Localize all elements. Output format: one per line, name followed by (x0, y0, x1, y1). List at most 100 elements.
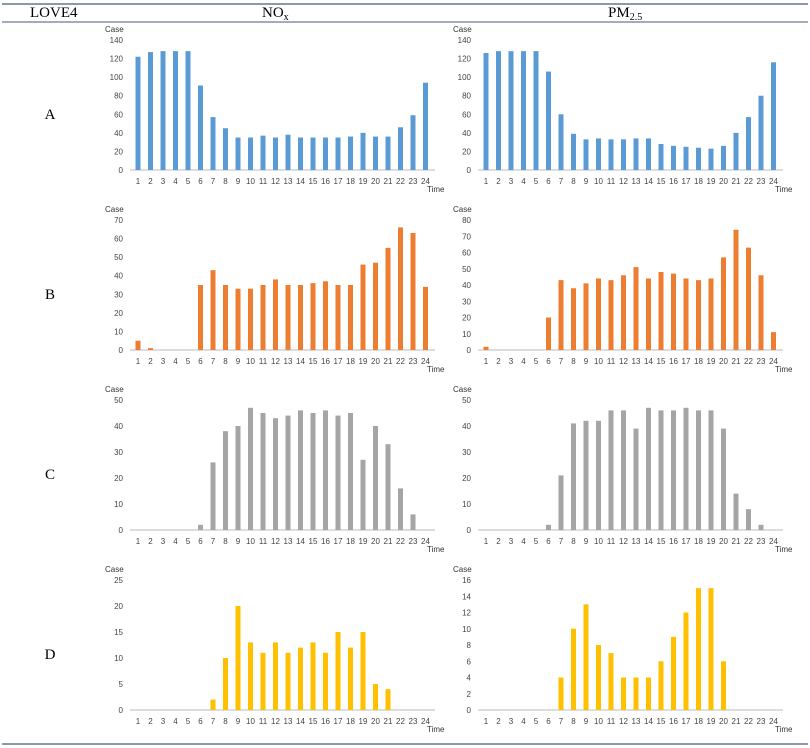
bar (496, 51, 501, 171)
bar (708, 148, 714, 170)
bar (398, 488, 403, 530)
bar (373, 262, 378, 350)
x-tick-label: 20 (719, 717, 728, 726)
y-tick-label: 120 (110, 55, 124, 64)
bar (583, 604, 589, 710)
bar (348, 285, 353, 350)
y-tick-label: 20 (114, 309, 123, 318)
x-tick-label: 2 (148, 717, 153, 726)
x-tick-label: 23 (409, 537, 418, 546)
y-tick-label: 20 (462, 474, 471, 483)
bar (546, 524, 551, 530)
x-tick-label: 1 (136, 537, 141, 546)
y-axis-title: Case (105, 25, 124, 34)
x-tick-label: 3 (509, 717, 514, 726)
x-tick-label: 4 (173, 177, 178, 186)
x-tick-label: 7 (211, 717, 216, 726)
bar (335, 632, 341, 710)
bar (646, 278, 651, 350)
x-tick-label: 4 (173, 717, 178, 726)
bar (696, 280, 701, 350)
y-axis-title: Case (453, 565, 472, 574)
bar (683, 278, 689, 350)
x-tick-label: 21 (384, 537, 393, 546)
y-axis-title: Case (105, 565, 124, 574)
y-tick-label: 15 (114, 628, 123, 637)
bar (210, 462, 216, 530)
bar (733, 493, 739, 530)
x-tick-label: 16 (321, 717, 330, 726)
bar (223, 128, 228, 170)
bar (483, 346, 489, 350)
x-tick-label: 6 (546, 177, 551, 186)
bar (210, 270, 216, 350)
header-sub: 2.5 (630, 12, 643, 23)
bar (708, 410, 714, 530)
x-tick-label: 14 (296, 357, 305, 366)
bar (235, 606, 241, 710)
x-tick-label: 2 (148, 537, 153, 546)
x-tick-label: 1 (136, 357, 141, 366)
bar (671, 636, 676, 710)
x-tick-label: 14 (296, 717, 305, 726)
bar (546, 71, 551, 170)
bar (721, 257, 726, 350)
bar (571, 423, 576, 530)
x-tick-label: 21 (384, 177, 393, 186)
bar (746, 509, 751, 530)
bar (298, 285, 303, 350)
bar (248, 407, 253, 530)
x-tick-label: 20 (719, 357, 728, 366)
y-tick-label: 0 (467, 346, 472, 355)
x-tick-label: 7 (559, 717, 564, 726)
bar (235, 426, 241, 530)
bar (633, 267, 639, 350)
y-tick-label: 60 (462, 110, 471, 119)
x-tick-label: 14 (296, 537, 305, 546)
x-tick-label: 4 (173, 357, 178, 366)
bar (273, 279, 278, 350)
x-tick-label: 24 (769, 177, 778, 186)
y-tick-label: 40 (114, 422, 123, 431)
bar (348, 136, 353, 170)
x-tick-label: 7 (211, 537, 216, 546)
x-tick-label: 6 (546, 537, 551, 546)
x-tick-label: 22 (396, 357, 405, 366)
x-tick-label: 19 (707, 357, 716, 366)
y-tick-label: 140 (110, 36, 124, 45)
x-tick-label: 6 (198, 537, 203, 546)
bar (173, 51, 178, 171)
x-tick-label: 19 (359, 357, 368, 366)
x-tick-label: 14 (644, 357, 653, 366)
x-tick-label: 7 (559, 357, 564, 366)
bar (608, 139, 614, 170)
y-tick-label: 80 (462, 216, 471, 225)
bar (658, 144, 664, 170)
bar (721, 145, 726, 170)
x-tick-label: 20 (371, 537, 380, 546)
bar (596, 420, 601, 530)
y-tick-label: 2 (467, 690, 472, 699)
bar (621, 139, 626, 170)
x-tick-label: 7 (559, 177, 564, 186)
y-tick-label: 25 (114, 576, 123, 585)
x-tick-label: 8 (223, 717, 228, 726)
y-tick-label: 70 (462, 232, 471, 241)
x-tick-label: 23 (757, 717, 766, 726)
x-tick-label: 23 (409, 357, 418, 366)
bar (410, 233, 416, 350)
x-tick-label: 17 (334, 177, 343, 186)
bar (360, 264, 366, 350)
x-tick-label: 15 (657, 537, 666, 546)
bar (571, 133, 576, 170)
x-tick-label: 20 (719, 537, 728, 546)
bar (210, 699, 216, 710)
x-tick-label: 5 (186, 537, 191, 546)
bar (298, 647, 303, 710)
bar (558, 280, 564, 350)
x-tick-label: 15 (309, 177, 318, 186)
x-tick-label: 6 (546, 717, 551, 726)
x-tick-label: 17 (334, 537, 343, 546)
bar (285, 134, 291, 170)
x-tick-label: 11 (259, 717, 268, 726)
